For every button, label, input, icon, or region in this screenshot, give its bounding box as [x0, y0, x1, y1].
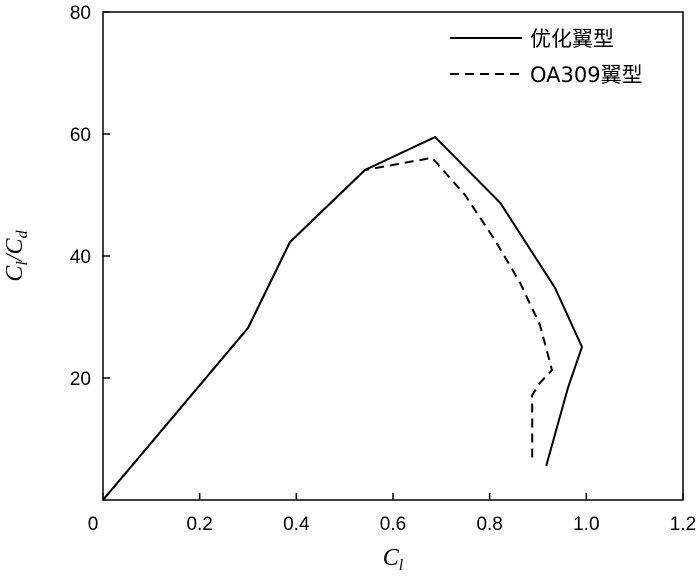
- x-tick-label: 0.2: [186, 514, 212, 535]
- x-tick-label: 1.0: [573, 514, 599, 535]
- x-tick-label: 0.8: [476, 514, 502, 535]
- x-tick-label: 0.4: [283, 514, 310, 535]
- y-tick-label: 20: [70, 369, 91, 390]
- legend-label: 优化翼型: [530, 27, 614, 51]
- x-label-main: C: [383, 545, 400, 571]
- y-label-main: C: [2, 265, 28, 282]
- x-tick-label: 1.2: [670, 514, 696, 535]
- y-tick-label: 80: [70, 3, 91, 24]
- x-tick-label: 0.6: [380, 514, 406, 535]
- y-label-sub: l: [14, 261, 31, 266]
- x-label-sub: l: [399, 557, 404, 574]
- y-tick-label: 40: [70, 247, 91, 268]
- y-axis-label: Cl/Cd: [2, 229, 31, 281]
- x-axis-label: Cl: [383, 545, 404, 574]
- series-line: [102, 156, 554, 501]
- x-tick-label: 0: [88, 514, 99, 535]
- y-label-sub2: d: [14, 229, 31, 238]
- legend-label: OA309翼型: [530, 63, 643, 87]
- y-tick-label: 60: [70, 125, 91, 146]
- y-label-main2: /C: [2, 237, 28, 263]
